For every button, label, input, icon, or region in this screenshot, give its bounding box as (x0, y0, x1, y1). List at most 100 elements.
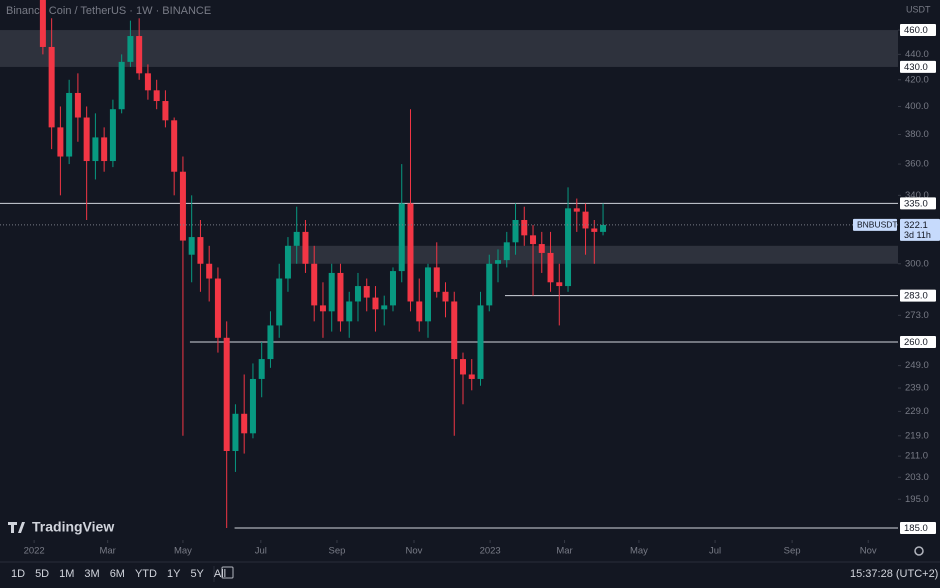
range-button[interactable]: 5D (35, 568, 49, 580)
date-range-icon[interactable] (221, 566, 234, 579)
range-button[interactable]: 1D (11, 568, 25, 580)
candle-body (162, 101, 169, 121)
last-price-label: 322.1 (904, 220, 928, 231)
range-button[interactable]: YTD (135, 568, 157, 580)
x-tick-label: Mar (556, 546, 572, 557)
y-tick-label: 420.0 (905, 74, 929, 85)
candle-body (293, 231, 300, 246)
candle-body (547, 252, 554, 283)
candle-body (389, 271, 396, 306)
candle-body (118, 61, 125, 110)
candle-body (267, 325, 274, 360)
level-label-box (900, 60, 936, 73)
candle-body (171, 120, 178, 172)
candle-body (416, 301, 423, 322)
candle-body (311, 263, 318, 306)
y-tick-label: 211.0 (905, 451, 928, 462)
candle-body (538, 244, 545, 253)
candle-body (206, 263, 213, 279)
candle-body (66, 92, 73, 157)
candle-body (223, 337, 230, 451)
candle-body (92, 137, 99, 162)
y-tick-label: 400.0 (905, 101, 929, 112)
candle-body (363, 286, 370, 298)
x-tick-label: Jul (255, 546, 267, 557)
candle-body (249, 378, 256, 434)
y-tick-label: 195.0 (905, 494, 929, 505)
y-tick-label: 203.0 (905, 472, 929, 483)
candle-body (573, 208, 580, 212)
candle-body (442, 291, 449, 302)
x-tick-label: Mar (99, 546, 115, 557)
candle-body (565, 208, 572, 287)
x-tick-label: Nov (860, 546, 877, 557)
range-button[interactable]: 6M (110, 568, 125, 580)
candle-body (521, 219, 528, 236)
candle-body (346, 301, 353, 322)
candle-body (600, 224, 607, 232)
candle-body (424, 267, 431, 322)
candle-body (57, 127, 64, 157)
currency: USDT (906, 4, 931, 14)
level-label-box (900, 24, 936, 37)
range-button[interactable]: 1M (59, 568, 74, 580)
level-label: 185.0 (904, 523, 928, 534)
y-tick-label: 380.0 (905, 129, 929, 140)
brand-logo (8, 522, 25, 533)
range-button[interactable]: All (214, 568, 226, 580)
chart-title: Binance Coin / TetherUS · 1W · BINANCE (6, 5, 211, 17)
candle-body (433, 267, 440, 292)
clock: 15:37:28 (UTC+2) (850, 568, 938, 580)
candle-body (354, 286, 361, 302)
symbol-label: BNBUSDT (857, 220, 898, 230)
candle-body (398, 203, 405, 272)
level-label-box (900, 522, 936, 535)
price-zone (287, 245, 898, 264)
candle-body (39, 0, 46, 47)
candle-body (319, 305, 326, 312)
candle-body (512, 219, 519, 243)
candle-body (109, 109, 116, 162)
candle-body (258, 359, 265, 379)
countdown: 3d 11h (904, 230, 931, 240)
x-tick-label: Sep (329, 546, 346, 557)
range-button[interactable]: 5Y (190, 568, 204, 580)
y-tick-label: 300.0 (905, 258, 929, 269)
candle-body (276, 278, 283, 326)
candle-body (153, 90, 160, 102)
candle-body (503, 242, 510, 261)
candle-body (372, 297, 379, 310)
x-tick-label: Jul (709, 546, 721, 557)
y-tick-label: 229.0 (905, 406, 929, 417)
symbol-box (853, 218, 897, 231)
candle-body (556, 282, 563, 287)
candle-body (179, 171, 186, 241)
candle-body (101, 137, 108, 162)
candle-body (232, 413, 239, 451)
candle-body (381, 305, 388, 310)
level-label-box (900, 197, 936, 210)
candle-body (407, 203, 414, 302)
candle-body (144, 73, 151, 91)
settings-icon[interactable] (914, 546, 924, 556)
y-tick-label: 360.0 (905, 159, 929, 170)
candle-body (302, 231, 309, 264)
x-tick-label: May (630, 546, 648, 557)
candle-body (451, 301, 458, 360)
level-label-box (900, 289, 936, 302)
brand: TradingView (32, 519, 114, 535)
candle-body (48, 46, 55, 128)
range-button[interactable]: 1Y (167, 568, 181, 580)
level-label: 283.0 (904, 291, 928, 302)
price-zone (0, 30, 898, 67)
last-price-box (900, 218, 940, 241)
level-label: 335.0 (904, 198, 928, 209)
candle-body (284, 245, 291, 279)
x-tick-label: 2022 (24, 546, 45, 557)
y-tick-label: 249.0 (905, 360, 929, 371)
candle-body (591, 228, 598, 232)
range-button[interactable]: 3M (84, 568, 99, 580)
candle-body (337, 272, 344, 322)
candle-body (214, 278, 221, 338)
